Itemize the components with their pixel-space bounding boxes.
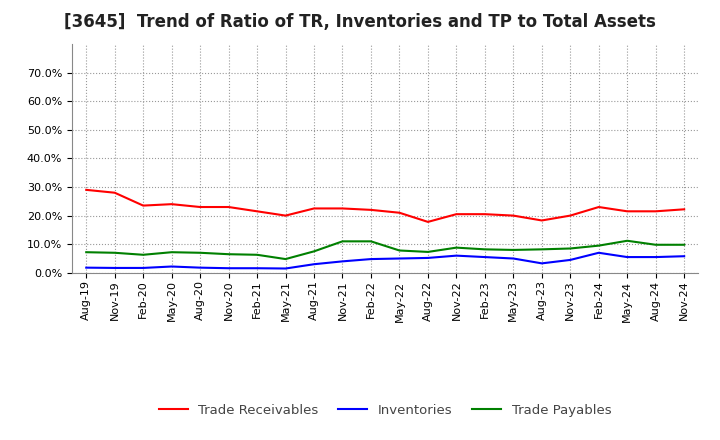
Line: Trade Receivables: Trade Receivables [86,190,684,222]
Inventories [167,264,176,269]
Line: Trade Payables: Trade Payables [86,241,684,259]
Trade Payables [452,245,461,250]
Trade Payables [509,247,518,253]
Trade Receivables [595,204,603,210]
Inventories [652,254,660,260]
Inventories [395,256,404,261]
Trade Payables [139,252,148,257]
Trade Receivables [139,203,148,208]
Inventories [366,257,375,262]
Trade Payables [366,238,375,244]
Inventories [537,261,546,266]
Trade Payables [395,248,404,253]
Inventories [509,256,518,261]
Trade Receivables [310,206,318,211]
Inventories [225,266,233,271]
Trade Receivables [509,213,518,218]
Inventories [110,265,119,271]
Trade Payables [310,249,318,254]
Inventories [480,254,489,260]
Trade Payables [652,242,660,247]
Trade Receivables [652,209,660,214]
Inventories [452,253,461,258]
Text: [3645]  Trend of Ratio of TR, Inventories and TP to Total Assets: [3645] Trend of Ratio of TR, Inventories… [64,13,656,31]
Trade Receivables [366,207,375,213]
Inventories [282,266,290,271]
Trade Receivables [82,187,91,192]
Trade Payables [196,250,204,255]
Trade Receivables [452,212,461,217]
Trade Receivables [680,207,688,212]
Trade Payables [82,249,91,255]
Trade Payables [423,249,432,255]
Trade Payables [253,252,261,257]
Inventories [253,266,261,271]
Trade Receivables [338,206,347,211]
Trade Payables [480,247,489,252]
Inventories [139,265,148,271]
Trade Receivables [225,204,233,210]
Trade Payables [167,249,176,255]
Trade Receivables [196,204,204,210]
Trade Receivables [566,213,575,218]
Trade Payables [282,257,290,262]
Trade Receivables [110,190,119,195]
Legend: Trade Receivables, Inventories, Trade Payables: Trade Receivables, Inventories, Trade Pa… [153,398,617,422]
Trade Payables [680,242,688,247]
Inventories [82,265,91,270]
Inventories [423,255,432,260]
Inventories [566,257,575,263]
Inventories [623,254,631,260]
Trade Receivables [282,213,290,218]
Trade Receivables [395,210,404,215]
Inventories [310,261,318,267]
Trade Payables [595,243,603,248]
Trade Receivables [623,209,631,214]
Inventories [595,250,603,255]
Trade Payables [566,246,575,251]
Trade Payables [110,250,119,255]
Line: Inventories: Inventories [86,253,684,268]
Trade Receivables [253,209,261,214]
Trade Receivables [537,218,546,223]
Trade Receivables [480,212,489,217]
Trade Payables [338,238,347,244]
Trade Payables [623,238,631,243]
Trade Receivables [423,219,432,224]
Trade Payables [225,252,233,257]
Inventories [196,265,204,270]
Trade Receivables [167,202,176,207]
Trade Payables [537,247,546,252]
Inventories [680,253,688,259]
Inventories [338,259,347,264]
